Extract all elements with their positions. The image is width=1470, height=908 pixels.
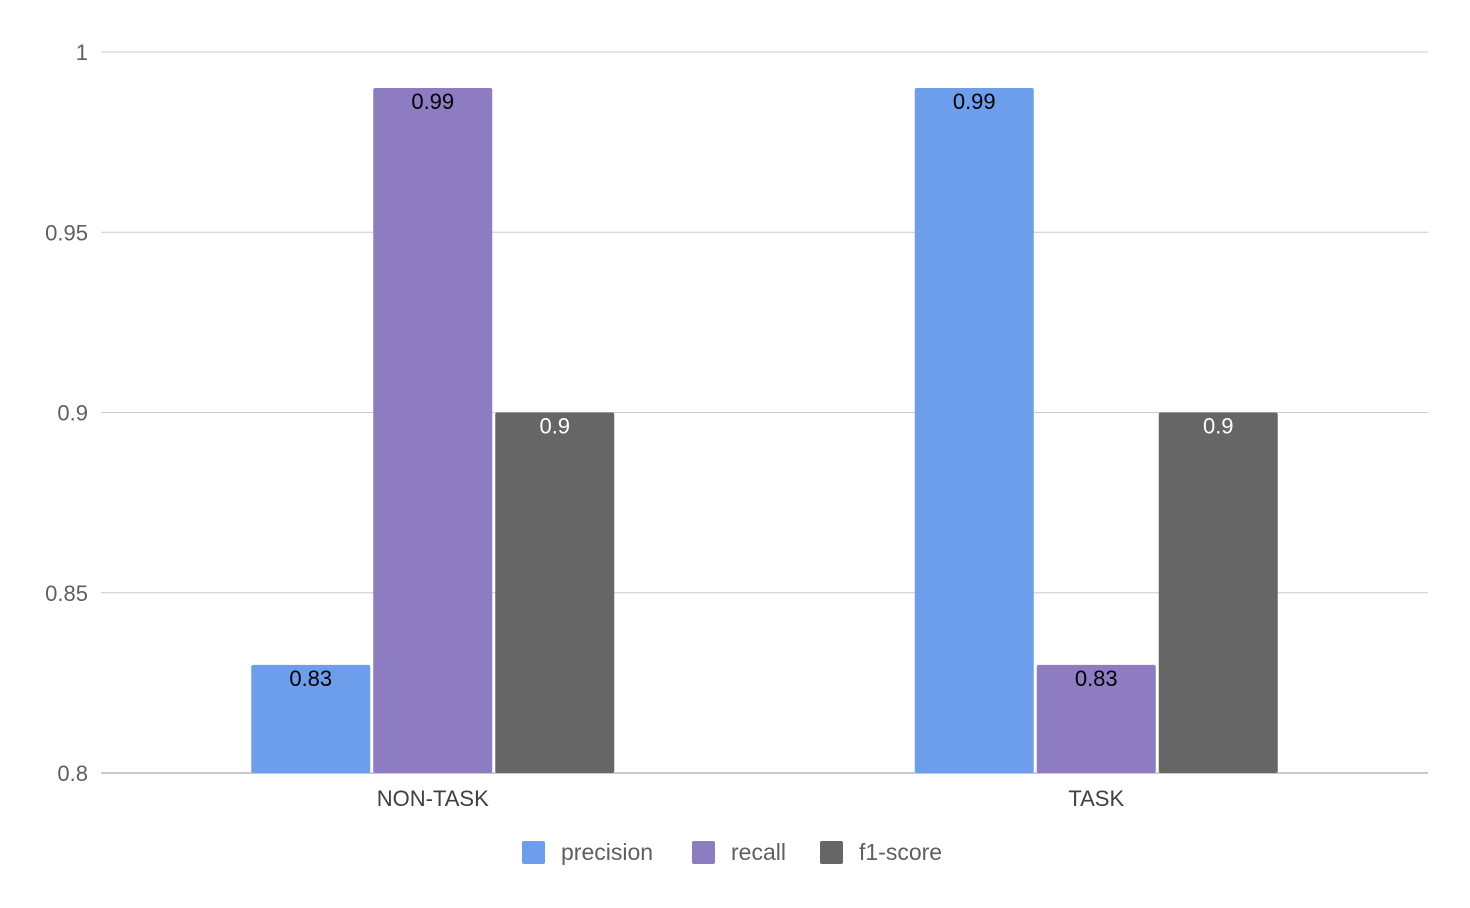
data-label: 0.9 [1203,414,1234,439]
bar-precision-task [914,88,1034,774]
legend-swatch-f1-score [820,841,843,864]
bar-f1-score-task [1158,412,1278,773]
legend-label-recall: recall [731,839,786,865]
data-labels: 0.83 0.99 0.9 0.99 0.83 0.9 [289,89,1233,691]
legend-label-precision: precision [561,839,653,865]
legend-swatch-recall [692,841,715,864]
legend: precision recall f1-score [522,839,942,865]
bar-f1-score-non-task [495,412,615,773]
y-tick-label: 1 [76,40,88,65]
y-axis-ticks: 0.8 0.85 0.9 0.95 1 [45,40,88,786]
data-label: 0.99 [953,89,996,114]
legend-swatch-precision [522,841,545,864]
y-tick-label: 0.9 [57,401,88,426]
data-label: 0.99 [411,89,454,114]
bar-recall-task [1036,664,1156,773]
y-tick-label: 0.8 [57,761,88,786]
data-label: 0.9 [539,414,570,439]
legend-label-f1-score: f1-score [859,839,942,865]
bar-precision-non-task [251,664,371,773]
x-axis-ticks: NON-TASK TASK [377,786,1125,811]
x-tick-label: TASK [1068,786,1124,811]
bar-recall-non-task [373,88,493,774]
y-tick-label: 0.95 [45,220,88,245]
data-label: 0.83 [1075,666,1118,691]
y-tick-label: 0.85 [45,581,88,606]
x-tick-label: NON-TASK [377,786,489,811]
bars [251,88,1278,774]
data-label: 0.83 [289,666,332,691]
